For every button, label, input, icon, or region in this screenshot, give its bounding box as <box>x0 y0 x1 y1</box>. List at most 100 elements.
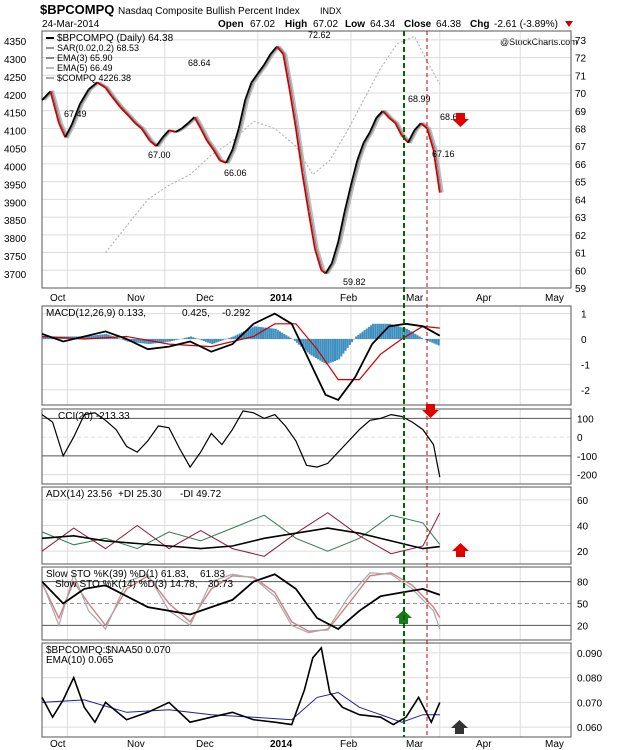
up-arrow-icon <box>452 543 469 557</box>
macd-histogram-bar <box>372 323 375 339</box>
macd-histogram-bar <box>249 328 252 339</box>
macd-histogram-bar <box>424 339 427 340</box>
macd-histogram-bar <box>200 339 203 341</box>
macd-histogram-bar <box>344 339 347 351</box>
ema5-series <box>44 45 444 275</box>
y-left-tick-label: 4050 <box>4 145 27 156</box>
macd-histogram-bar <box>132 339 135 343</box>
macd-histogram-bar <box>130 339 133 343</box>
ratio-line <box>41 646 441 726</box>
cci-legend-entry: CCI(20) -213.33 <box>58 411 130 422</box>
macd-histogram-bar <box>323 339 326 364</box>
macd-histogram-bar <box>410 331 413 339</box>
bp-segment <box>206 140 215 151</box>
y-right-tick-label: 65 <box>575 178 587 189</box>
adx-tick-label: 20 <box>577 547 589 558</box>
adx-panel <box>41 486 572 565</box>
bp-segment <box>244 82 253 101</box>
macd-histogram-bar <box>247 329 250 339</box>
macd-histogram-bar <box>266 327 269 339</box>
sto-tick-label: 80 <box>577 578 589 589</box>
macd-histogram-bar <box>264 327 267 339</box>
bp-segment <box>282 53 291 90</box>
bp-segment <box>413 122 422 131</box>
macd-histogram-bar <box>219 339 222 342</box>
macd-histogram-bar <box>137 339 140 343</box>
open-value: 67.02 <box>250 19 275 30</box>
macd-histogram-bar <box>431 339 434 343</box>
low-value: 64.34 <box>370 19 395 30</box>
price-annotation: 68.99 <box>408 94 431 104</box>
sto-k39-line <box>41 573 441 631</box>
macd-histogram-bar <box>103 334 106 339</box>
x-tick-label: Mar <box>406 293 424 304</box>
close-label: Close <box>404 19 432 30</box>
price-annotation: 72.62 <box>308 30 331 40</box>
bp-segment <box>231 128 240 151</box>
macd-histogram-bar <box>141 339 144 344</box>
y-right-tick-label: 59 <box>575 284 587 295</box>
macd-histogram-bar <box>395 325 398 339</box>
macd-histogram-bar <box>243 331 246 339</box>
macd-histogram-bar <box>317 339 320 360</box>
bp-segment <box>212 149 221 161</box>
macd-histogram-bar <box>198 339 201 340</box>
x-tick-label: Oct <box>50 739 66 750</box>
legend-entry: SAR(0.02,0.2) 68.53 <box>57 43 139 53</box>
adx-legend-entry: -DI 49.72 <box>180 489 222 500</box>
macd-histogram-bar <box>223 339 226 340</box>
down-arrow-icon <box>452 113 469 127</box>
x-tick-label: Dec <box>196 293 214 304</box>
macd-histogram-bar <box>302 339 305 349</box>
macd-histogram-bar <box>336 339 339 361</box>
cci-tick-label: 100 <box>577 414 594 425</box>
macd-histogram-bar <box>437 339 440 346</box>
macd-histogram-bar <box>274 328 277 339</box>
bp-segment <box>375 110 384 119</box>
macd-histogram-bar <box>433 339 436 344</box>
x-tick-label: Feb <box>340 293 358 304</box>
macd-histogram-bar <box>255 326 258 339</box>
bp-segment <box>168 129 176 133</box>
macd-histogram-bar <box>232 336 235 339</box>
bp-segment <box>70 103 81 126</box>
macd-histogram-bar <box>285 335 288 339</box>
bp-segment <box>407 129 416 144</box>
y-right-tick-label: 69 <box>575 107 587 118</box>
y-right-tick-label: 61 <box>575 249 587 260</box>
macd-histogram-bar <box>376 323 379 339</box>
bp-segment <box>331 241 340 264</box>
macd-histogram-bar <box>211 339 214 345</box>
macd-histogram-bar <box>416 335 419 339</box>
macd-histogram-bar <box>175 339 178 341</box>
bp-segment <box>58 122 67 138</box>
adx-legend-entry: +DI 25.30 <box>118 489 162 500</box>
y-left-tick-label: 3900 <box>4 198 27 209</box>
price-annotation: 68.64 <box>440 112 463 122</box>
macd-histogram-bar <box>321 339 324 362</box>
macd-histogram-bar <box>403 328 406 339</box>
macd-histogram-bar <box>162 339 165 343</box>
macd-histogram-bar <box>346 339 349 348</box>
bp-segment <box>64 124 73 138</box>
bp-segment <box>288 89 297 129</box>
macd-histogram-bar <box>213 339 216 344</box>
bp-segment <box>41 90 52 101</box>
bp-segment <box>388 117 396 124</box>
macd-histogram-bar <box>143 339 146 344</box>
macd-tick-label: 0 <box>581 335 587 346</box>
y-left-tick-label: 3950 <box>4 180 27 191</box>
macd-histogram-bar <box>293 339 296 341</box>
bp-segment <box>187 116 195 124</box>
macd-histogram-bar <box>234 335 237 339</box>
macd-histogram-bar <box>334 339 337 361</box>
macd-histogram-bar <box>46 336 49 339</box>
macd-histogram-bar <box>287 336 290 339</box>
bp-segment <box>128 115 136 124</box>
macd-histogram-bar <box>306 339 309 353</box>
macd-panel <box>41 305 572 406</box>
chart-exchange: INDX <box>320 6 342 16</box>
macd-histogram-bar <box>166 339 169 342</box>
macd-histogram-bar <box>276 330 279 339</box>
